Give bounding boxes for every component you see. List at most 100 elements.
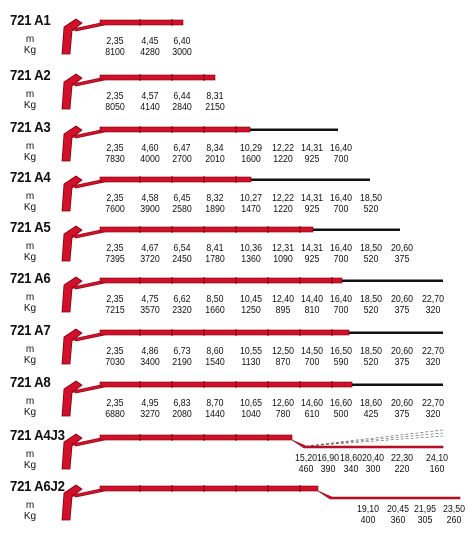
model-name: 721 A6 (10, 270, 51, 287)
crane-column (61, 225, 83, 262)
outreach-meters: 8,70 (206, 398, 224, 409)
unit-m-label: m (25, 191, 35, 202)
crane-outer-boom (99, 19, 184, 26)
unit-m-label: m (25, 241, 35, 252)
outreach-meters: 10,45 (239, 294, 263, 305)
lifting-capacity-kg: 700 (304, 357, 320, 368)
unit-m-label: m (25, 500, 35, 511)
lifting-capacity-kg: 1360 (241, 254, 261, 265)
lifting-capacity-kg: 895 (275, 305, 291, 316)
lifting-capacity-kg: 7395 (105, 254, 125, 265)
jib-angle-dashed-line (305, 432, 444, 447)
lifting-capacity-kg: 1470 (241, 204, 261, 215)
outreach-meters: 16,40 (329, 243, 353, 254)
lifting-capacity-kg: 8050 (105, 102, 125, 113)
lifting-capacity-kg: 6880 (105, 409, 125, 420)
outreach-meters: 6,54 (173, 243, 191, 254)
model-name: 721 A5 (10, 219, 51, 236)
unit-kg-label: Kg (23, 252, 37, 263)
lifting-capacity-kg: 810 (304, 305, 320, 316)
model-name: 721 A6J2 (10, 478, 65, 495)
lifting-capacity-kg: 3900 (140, 204, 160, 215)
lifting-capacity-kg: 3000 (172, 47, 192, 58)
outreach-meters: 4,58 (141, 193, 159, 204)
crane-manual-extension (313, 228, 400, 231)
lifting-capacity-kg: 320 (425, 409, 441, 420)
crane-column (61, 433, 83, 470)
crane-boom-diagram (61, 380, 443, 417)
lifting-capacity-kg: 400 (360, 515, 376, 526)
unit-kg-label: Kg (23, 355, 37, 366)
outreach-meters: 6,47 (173, 143, 191, 154)
crane-boom-diagram (61, 484, 461, 521)
outreach-meters: 2,35 (106, 346, 124, 357)
lifting-capacity-kg: 425 (363, 409, 379, 420)
crane-boom-diagram (61, 328, 443, 365)
outreach-meters: 18,50 (359, 193, 383, 204)
outreach-meters: 22,70 (421, 294, 445, 305)
jib-angle-dashed-line (305, 429, 444, 447)
outreach-meters: 10,65 (239, 398, 263, 409)
crane-column (61, 380, 83, 417)
lifting-capacity-kg: 1660 (205, 305, 225, 316)
lifting-capacity-kg: 7600 (105, 204, 125, 215)
crane-outer-boom (99, 434, 293, 441)
crane-manual-extension (251, 178, 370, 181)
lifting-capacity-kg: 4140 (140, 102, 160, 113)
crane-outer-boom (99, 381, 353, 388)
lifting-capacity-kg: 610 (304, 409, 320, 420)
outreach-meters: 8,34 (206, 143, 224, 154)
outreach-meters: 16,40 (329, 143, 353, 154)
outreach-meters: 8,50 (206, 294, 224, 305)
outreach-meters: 18,60 (339, 453, 363, 464)
lifting-capacity-kg: 320 (425, 305, 441, 316)
lifting-capacity-kg: 460 (298, 464, 314, 475)
model-row: 721 A6J2 m Kg 19,10 20,45 21,95 23,50 400 360 305… (0, 478, 476, 528)
crane-column (61, 18, 83, 55)
outreach-meters: 6,62 (173, 294, 191, 305)
lifting-capacity-kg: 500 (333, 409, 349, 420)
outreach-meters: 8,31 (206, 91, 224, 102)
outreach-meters: 4,57 (141, 91, 159, 102)
model-name: 721 A7 (10, 322, 51, 339)
unit-kg-label: Kg (23, 152, 37, 163)
lifting-capacity-kg: 1250 (241, 305, 261, 316)
outreach-meters: 6,40 (173, 36, 191, 47)
lifting-capacity-kg: 340 (343, 464, 359, 475)
outreach-meters: 20,60 (390, 398, 414, 409)
lifting-capacity-kg: 700 (333, 254, 349, 265)
crane-outer-boom (99, 277, 343, 284)
lifting-capacity-kg: 390 (320, 464, 336, 475)
outreach-meters: 22,70 (421, 398, 445, 409)
lifting-capacity-kg: 2450 (172, 254, 192, 265)
outreach-meters: 6,73 (173, 346, 191, 357)
outreach-meters: 14,31 (300, 243, 324, 254)
lifting-capacity-kg: 1890 (205, 204, 225, 215)
lifting-capacity-kg: 375 (394, 305, 410, 316)
lifting-capacity-kg: 2840 (172, 102, 192, 113)
lifting-capacity-kg: 2010 (205, 154, 225, 165)
lifting-capacity-kg: 1040 (241, 409, 261, 420)
model-name: 721 A8 (10, 374, 51, 391)
model-name: 721 A3 (10, 119, 51, 136)
crane-outer-boom (99, 126, 251, 133)
model-row: 721 A4 m Kg 2,35 4,58 6,45 8,32 10,27 12,22 14,31… (0, 169, 476, 219)
crane-boom-diagram (61, 429, 444, 470)
lifting-capacity-kg: 520 (363, 305, 379, 316)
outreach-meters: 21,95 (413, 504, 437, 515)
outreach-meters: 20,60 (390, 346, 414, 357)
outreach-meters: 8,60 (206, 346, 224, 357)
lifting-capacity-kg: 1440 (205, 409, 225, 420)
outreach-meters: 12,22 (271, 143, 295, 154)
lifting-capacity-kg: 1220 (273, 154, 293, 165)
crane-boom-diagram (61, 125, 338, 162)
crane-column (61, 328, 83, 365)
model-name: 721 A4 (10, 169, 51, 186)
lifting-capacity-kg: 7030 (105, 357, 125, 368)
crane-jib (291, 439, 444, 449)
lifting-capacity-kg: 3570 (140, 305, 160, 316)
outreach-meters: 16,40 (329, 294, 353, 305)
crane-outer-boom (99, 176, 252, 183)
model-row: 721 A3 m Kg 2,35 4,60 6,47 8,34 10,29 12,22 14,31… (0, 119, 476, 169)
lifting-capacity-kg: 2320 (172, 305, 192, 316)
